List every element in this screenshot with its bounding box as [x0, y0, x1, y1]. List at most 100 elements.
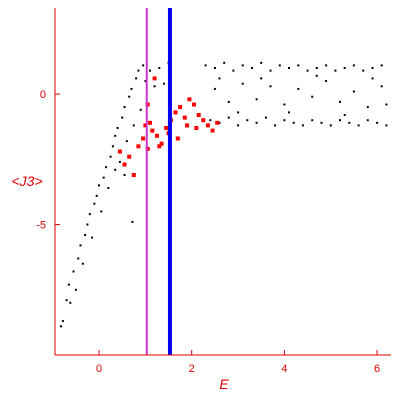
data-point-series0-13 [91, 236, 94, 239]
data-point-series0-55 [297, 64, 300, 67]
data-point-series0-101 [288, 111, 290, 114]
data-point-series0-83 [376, 121, 379, 124]
data-point-series0-17 [100, 210, 103, 213]
data-point-series0-70 [255, 121, 258, 124]
data-point-series0-0 [60, 325, 62, 328]
data-point-series0-32 [135, 77, 138, 80]
data-point-series0-33 [137, 69, 140, 72]
y-tick-label-1: -5 [36, 220, 46, 232]
data-point-series0-12 [88, 213, 91, 216]
data-point-series0-53 [278, 64, 281, 67]
data-point-series0-5 [72, 270, 75, 273]
y-tick-label-0: 0 [40, 89, 46, 101]
data-point-series0-66 [218, 121, 221, 124]
data-point-series0-42 [131, 220, 134, 223]
data-point-series1-21 [210, 128, 215, 133]
data-point-series0-38 [153, 85, 156, 88]
data-point-series1-2 [127, 154, 132, 159]
data-point-series0-7 [77, 257, 80, 260]
data-point-series0-26 [121, 116, 124, 119]
data-point-series0-95 [352, 90, 355, 93]
data-point-series0-97 [380, 85, 383, 88]
data-point-series0-63 [371, 67, 374, 69]
data-point-series0-46 [213, 67, 216, 69]
data-point-series0-72 [274, 124, 277, 127]
data-point-series0-86 [227, 100, 230, 103]
data-point-series0-10 [84, 234, 87, 236]
data-point-series0-99 [237, 111, 240, 114]
data-point-series0-29 [128, 95, 131, 98]
data-point-series0-20 [107, 187, 110, 189]
data-point-series0-65 [209, 119, 212, 122]
data-point-series0-11 [86, 223, 89, 226]
data-point-series0-6 [74, 288, 77, 291]
data-point-series1-27 [185, 123, 190, 128]
data-point-series0-4 [69, 301, 72, 304]
data-point-series0-60 [343, 67, 346, 69]
data-point-series0-90 [283, 103, 286, 106]
data-point-series0-62 [362, 69, 365, 72]
data-point-series1-20 [205, 123, 210, 128]
points-layer [60, 61, 388, 328]
data-point-series0-85 [213, 87, 216, 90]
data-point-series1-24 [157, 144, 162, 149]
y-axis-label: <J3> [11, 173, 42, 189]
data-point-series0-43 [123, 174, 126, 176]
data-point-series0-40 [162, 82, 165, 85]
data-point-series1-17 [192, 102, 196, 107]
data-point-series1-22 [215, 120, 220, 125]
data-point-series0-47 [223, 61, 226, 64]
data-point-series0-39 [158, 67, 161, 69]
data-point-series0-15 [95, 194, 98, 197]
data-point-series0-49 [241, 64, 244, 67]
data-point-series0-18 [102, 176, 105, 179]
data-point-series0-87 [241, 82, 244, 85]
data-point-series1-15 [182, 115, 187, 120]
data-point-series0-35 [142, 64, 145, 67]
data-point-series0-93 [325, 80, 328, 83]
data-point-series0-100 [260, 77, 263, 80]
data-point-series0-71 [264, 116, 267, 119]
data-point-series0-79 [339, 119, 341, 122]
data-point-series0-78 [329, 124, 332, 127]
data-point-series0-45 [204, 64, 207, 67]
data-point-series0-37 [149, 69, 151, 72]
data-point-series0-52 [269, 69, 272, 72]
data-point-series0-94 [339, 100, 341, 103]
data-point-series0-68 [237, 124, 240, 127]
data-point-series0-92 [311, 95, 314, 98]
data-point-series0-82 [366, 119, 369, 122]
data-point-series1-10 [159, 141, 164, 146]
data-point-series0-75 [301, 124, 304, 127]
data-point-series0-28 [125, 140, 128, 143]
data-point-series0-89 [269, 85, 272, 88]
data-point-series0-102 [315, 74, 318, 77]
data-point-series0-22 [111, 145, 114, 148]
data-point-series0-96 [366, 106, 369, 109]
data-point-series0-73 [283, 119, 286, 122]
data-point-series0-59 [334, 69, 337, 72]
data-point-series0-51 [260, 61, 263, 64]
data-point-series0-98 [218, 77, 221, 80]
data-point-series0-84 [385, 124, 388, 127]
data-point-series0-31 [132, 124, 135, 127]
data-point-series0-30 [130, 87, 133, 90]
data-point-series1-8 [150, 128, 155, 133]
data-point-series0-91 [297, 87, 300, 90]
data-point-series1-18 [196, 113, 201, 117]
data-point-series1-9 [155, 133, 159, 138]
data-point-series0-3 [67, 283, 70, 286]
data-point-series0-80 [348, 121, 351, 124]
data-point-series0-76 [311, 119, 314, 122]
data-point-series0-56 [306, 69, 309, 72]
data-point-series0-27 [123, 106, 126, 109]
data-point-series0-69 [246, 119, 249, 122]
data-point-series0-25 [118, 160, 121, 163]
data-point-series1-19 [201, 118, 206, 123]
data-point-series1-28 [194, 126, 199, 130]
data-point-series1-26 [175, 136, 180, 141]
data-point-series0-77 [320, 121, 323, 124]
x-axis-label: E [219, 376, 229, 392]
data-point-series0-88 [255, 98, 258, 101]
